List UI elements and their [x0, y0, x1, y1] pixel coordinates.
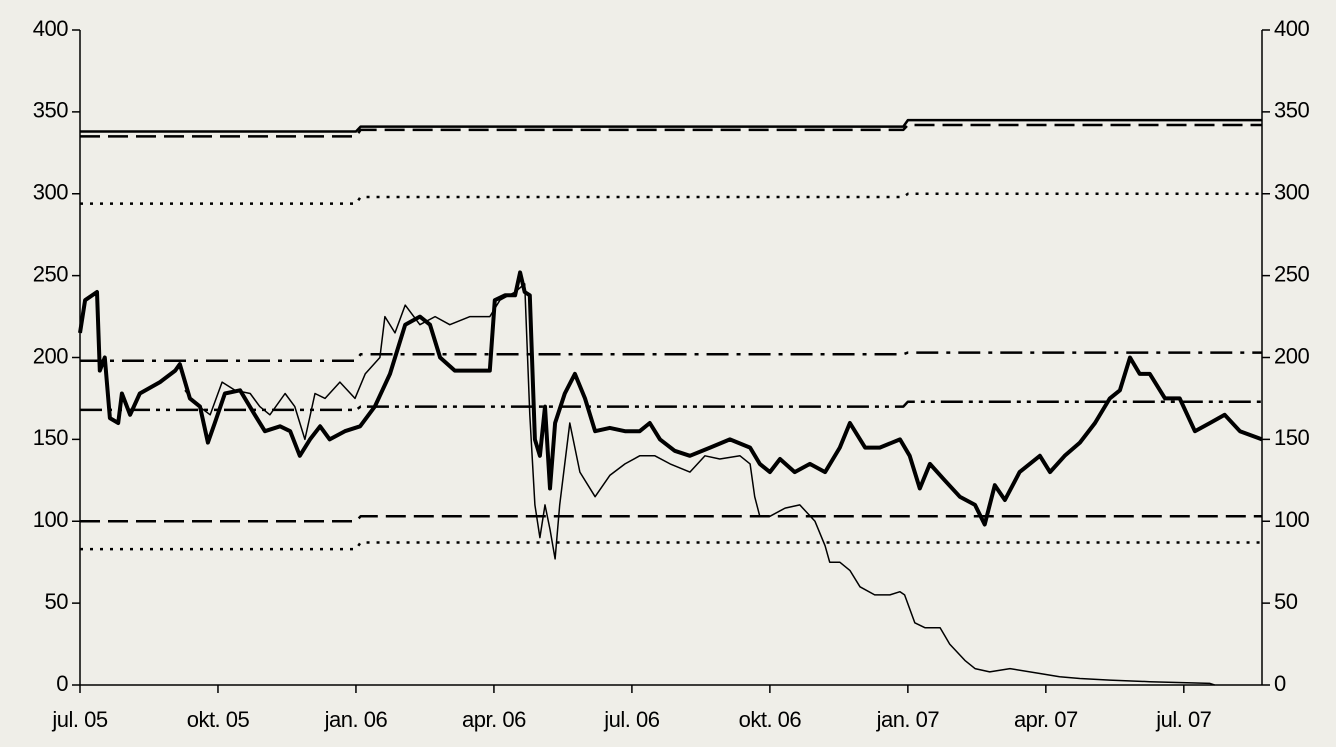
y2-tick-label: 100 — [1274, 507, 1309, 532]
y2-tick-label: 50 — [1274, 589, 1298, 614]
series-line — [80, 118, 1262, 133]
y2-tick-label: 350 — [1274, 98, 1309, 123]
y2-tick-label: 200 — [1274, 343, 1309, 368]
y-tick-label: 250 — [33, 261, 68, 286]
series-line — [80, 123, 1262, 138]
x-tick-label: jul. 07 — [1155, 707, 1211, 732]
x-tick-label: apr. 07 — [1014, 707, 1078, 732]
x-tick-label: apr. 06 — [462, 707, 526, 732]
y-tick-label: 0 — [56, 671, 68, 696]
series-line — [78, 270, 1263, 527]
x-tick-label: jul. 06 — [603, 707, 659, 732]
x-tick-label: jan. 07 — [876, 707, 940, 732]
y-tick-label: 50 — [45, 589, 69, 614]
series-line — [80, 351, 1262, 363]
y-tick-label: 100 — [33, 507, 68, 532]
series-line — [80, 192, 1262, 205]
y-tick-label: 150 — [33, 425, 68, 450]
series-line — [184, 283, 1215, 686]
y-tick-label: 350 — [33, 98, 68, 123]
x-tick-label: okt. 05 — [187, 707, 250, 732]
y2-tick-label: 0 — [1274, 671, 1286, 696]
y2-tick-label: 300 — [1274, 180, 1309, 205]
y-tick-label: 200 — [33, 343, 68, 368]
y2-tick-label: 250 — [1274, 261, 1309, 286]
y2-tick-label: 150 — [1274, 425, 1309, 450]
x-tick-label: jul. 05 — [51, 707, 107, 732]
series-line — [80, 400, 1262, 412]
y-tick-label: 400 — [33, 16, 68, 41]
x-tick-label: okt. 06 — [739, 707, 802, 732]
series-line — [80, 541, 1262, 551]
series-line — [80, 515, 1262, 523]
y2-tick-label: 400 — [1274, 16, 1309, 41]
y-tick-label: 300 — [33, 180, 68, 205]
x-tick-label: jan. 06 — [324, 707, 388, 732]
